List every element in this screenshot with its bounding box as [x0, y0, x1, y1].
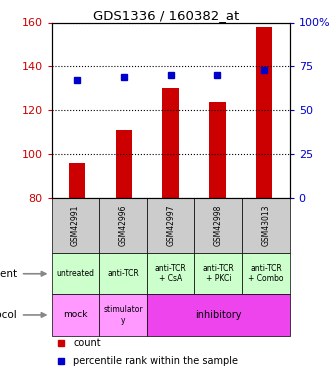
- Bar: [256, 27, 272, 198]
- Text: GSM42997: GSM42997: [166, 205, 175, 246]
- Text: stimulator
y: stimulator y: [103, 305, 143, 325]
- Text: untreated: untreated: [56, 269, 95, 278]
- Text: anti-TCR
+ Combo: anti-TCR + Combo: [248, 264, 284, 284]
- Bar: [242, 253, 290, 294]
- Text: anti-TCR: anti-TCR: [107, 269, 139, 278]
- Bar: [99, 198, 147, 253]
- Bar: [147, 198, 194, 253]
- Text: GSM42998: GSM42998: [214, 205, 223, 246]
- Bar: [52, 294, 99, 336]
- Bar: [99, 253, 147, 294]
- Text: GSM42996: GSM42996: [119, 205, 128, 246]
- Bar: [194, 253, 242, 294]
- Text: agent: agent: [0, 269, 17, 279]
- Text: protocol: protocol: [0, 310, 17, 320]
- Bar: [99, 294, 147, 336]
- Bar: [209, 102, 225, 198]
- Text: GSM43013: GSM43013: [261, 205, 270, 246]
- Text: GDS1336 / 160382_at: GDS1336 / 160382_at: [93, 9, 240, 22]
- Bar: [194, 198, 242, 253]
- Bar: [52, 253, 99, 294]
- Bar: [69, 163, 86, 198]
- Text: GSM42991: GSM42991: [71, 205, 80, 246]
- Bar: [163, 88, 179, 198]
- Text: count: count: [73, 338, 101, 348]
- Text: anti-TCR
+ CsA: anti-TCR + CsA: [155, 264, 186, 284]
- Text: anti-TCR
+ PKCi: anti-TCR + PKCi: [202, 264, 234, 284]
- Bar: [147, 253, 194, 294]
- Text: mock: mock: [63, 310, 88, 320]
- Bar: [242, 198, 290, 253]
- Bar: [52, 198, 99, 253]
- Bar: [116, 130, 132, 198]
- Bar: [147, 294, 290, 336]
- Text: inhibitory: inhibitory: [195, 310, 241, 320]
- Text: percentile rank within the sample: percentile rank within the sample: [73, 356, 238, 366]
